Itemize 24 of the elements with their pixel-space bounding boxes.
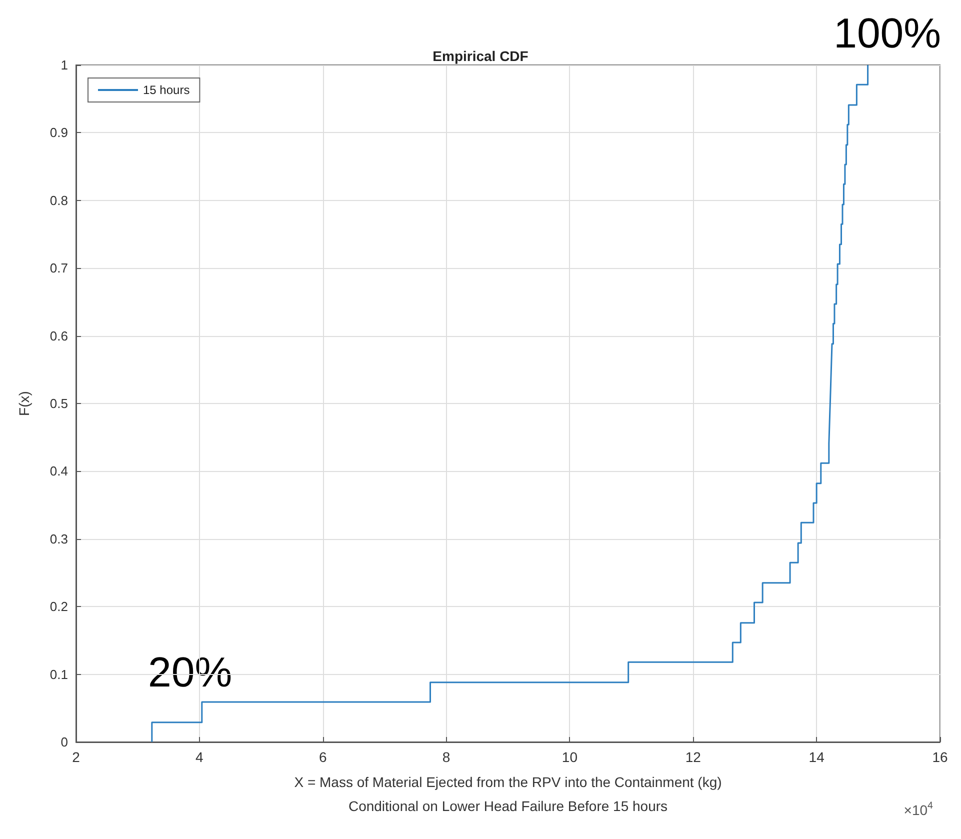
x-tick-label: 4 <box>196 749 204 765</box>
y-tick-label: 0.6 <box>50 328 68 344</box>
x-tick-label: 8 <box>442 749 450 765</box>
x-tick-label: 14 <box>808 749 825 765</box>
y-tick-label: 1 <box>60 58 68 72</box>
x-tick-label: 6 <box>318 749 327 765</box>
x-axis-title: X = Mass of Material Ejected from the RPV into the Containment (kg) Conditional on Lower Head Failure Before 15 hours <box>294 774 722 814</box>
chart-title: Empirical CDF <box>432 48 529 64</box>
y-axis-title: F(x) <box>16 391 32 416</box>
y-tick-label: 0 <box>60 734 68 750</box>
x-tick-label: 12 <box>685 749 702 765</box>
y-tick-label: 0.3 <box>50 531 68 546</box>
x-tick-label: 16 <box>932 749 948 765</box>
x-tick-label: 2 <box>72 749 80 765</box>
y-tick-label: 0.2 <box>50 599 68 614</box>
y-tick-label: 0.1 <box>50 666 68 682</box>
y-tick-label: 0.7 <box>50 260 68 276</box>
y-tick-label: 0.9 <box>50 125 68 140</box>
text: 100% <box>834 10 941 56</box>
y-tick-label: 0.4 <box>50 464 68 479</box>
y-tick-label: 0.5 <box>50 396 68 411</box>
legend-label: 15 hours <box>143 83 190 97</box>
x-tick-label: 10 <box>562 749 578 765</box>
y-tick-label: 0.8 <box>50 192 68 208</box>
